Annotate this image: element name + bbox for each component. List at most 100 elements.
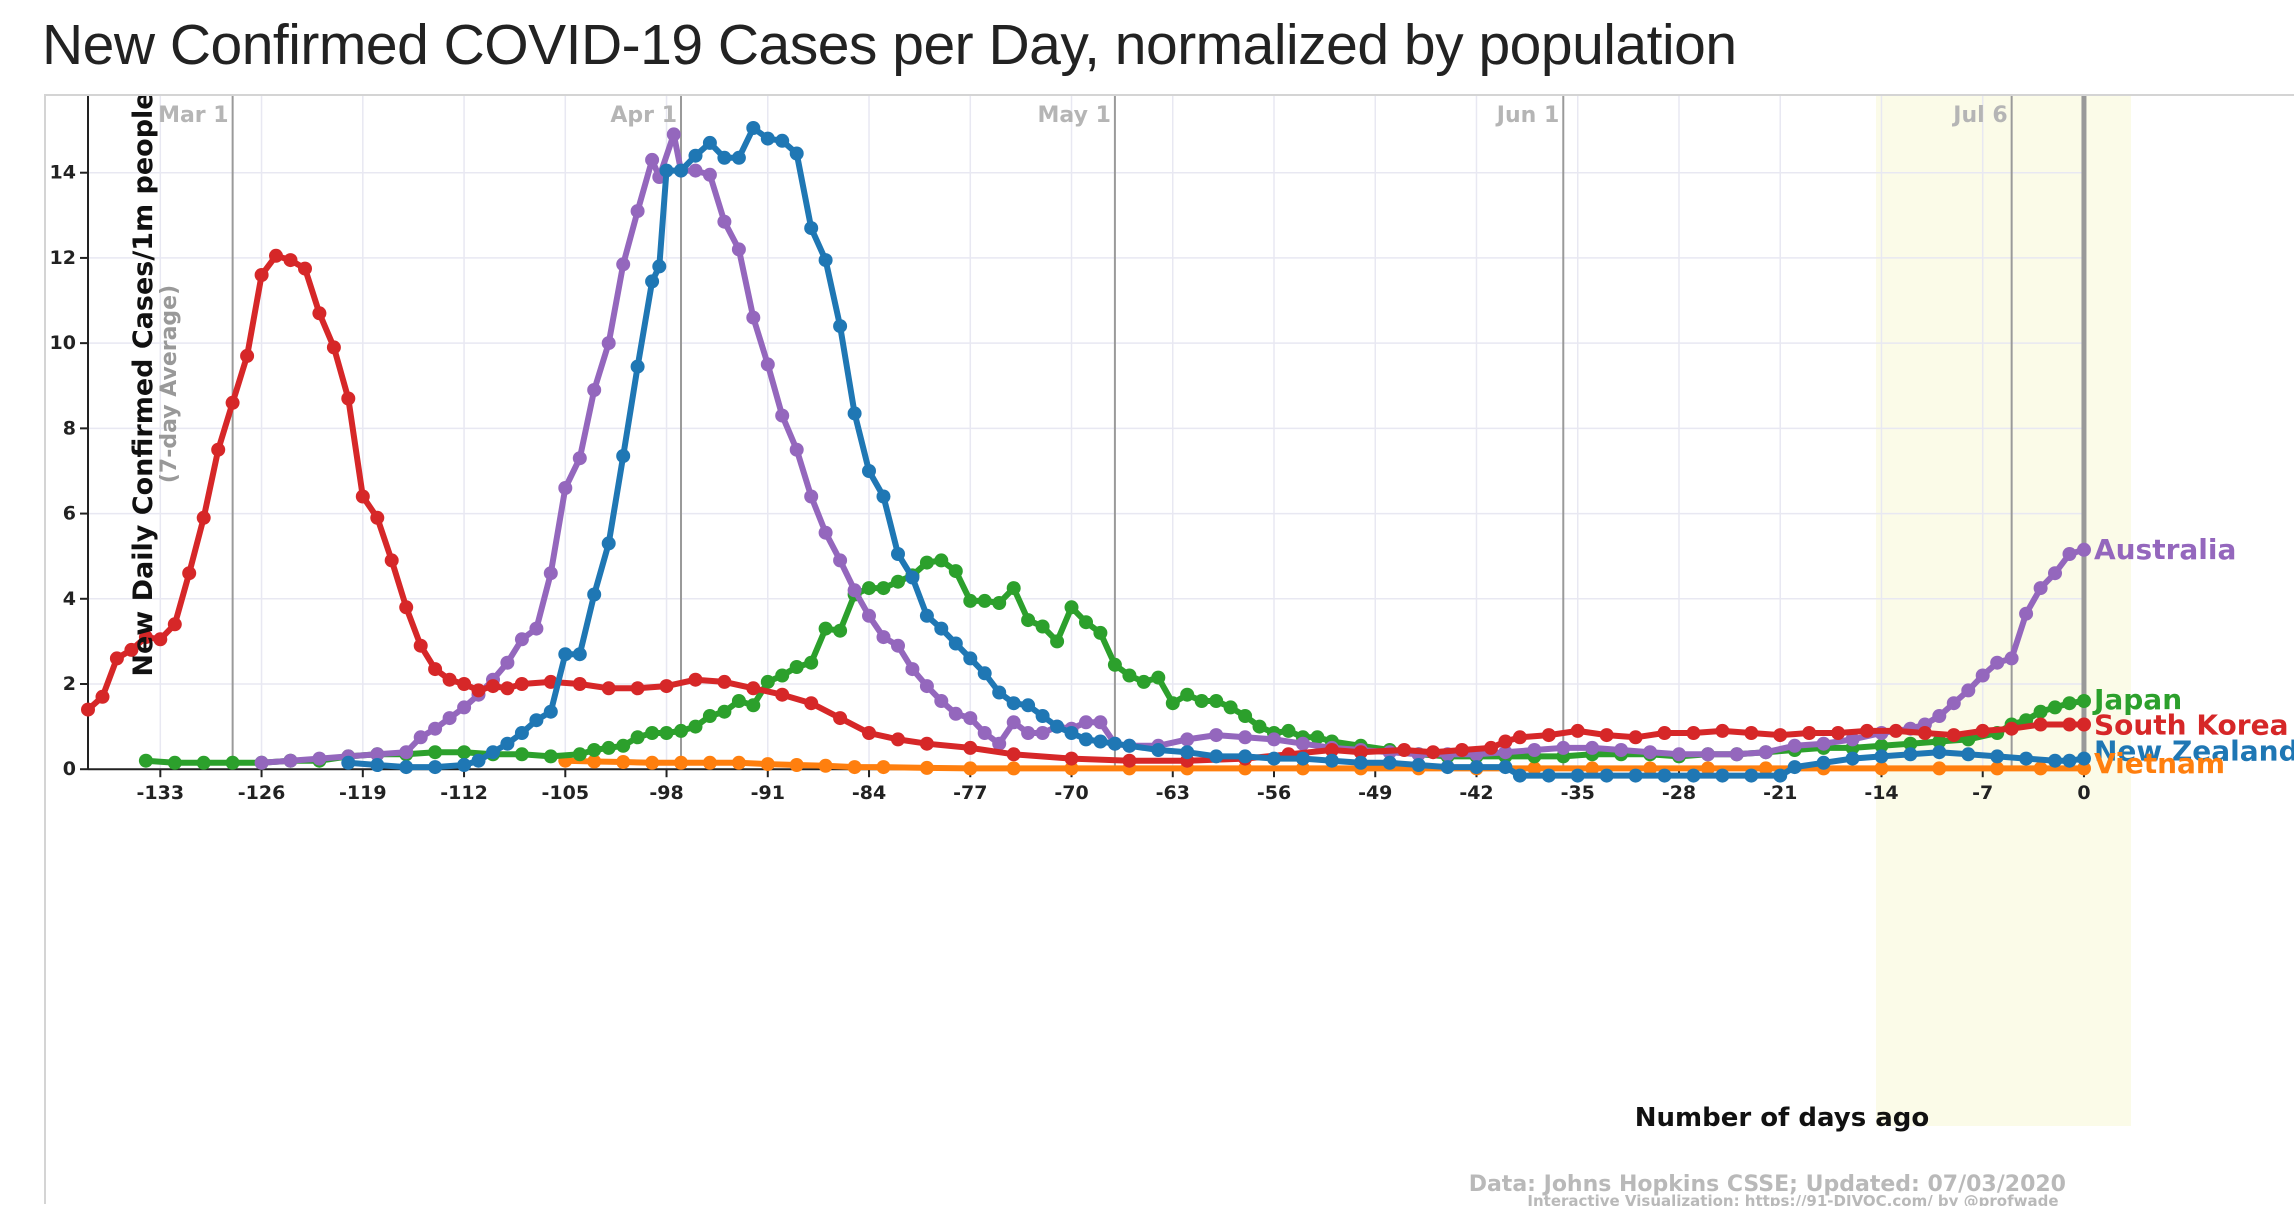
australia-point — [891, 638, 905, 653]
south-korea-point — [572, 677, 587, 691]
vietnam-point — [1700, 761, 1715, 776]
month-label: Jul 6 — [1951, 103, 2007, 128]
south-korea-point — [1397, 743, 1412, 757]
new-zealand-point — [1599, 768, 1614, 783]
new-zealand-point — [746, 121, 761, 135]
new-zealand-point — [1122, 738, 1137, 753]
south-korea-point — [1860, 723, 1874, 738]
new-zealand-point — [1411, 758, 1426, 772]
australia-point — [2033, 581, 2048, 596]
australia-point — [948, 706, 963, 721]
japan-point — [1079, 615, 1093, 630]
australia-point — [558, 481, 573, 495]
y-tick-label: 10 — [50, 332, 76, 354]
south-korea-point — [1455, 743, 1469, 757]
chart-frame: Mar 1 Apr 1 May 1 Jun 1 Jul 6 -133 -126 -119 -1… — [44, 94, 2294, 1206]
new-zealand-point — [1961, 747, 1976, 762]
australia-point — [1758, 745, 1773, 760]
month-label: Mar 1 — [158, 103, 229, 128]
x-tick-label: -105 — [542, 782, 590, 804]
vietnam-point — [1990, 761, 2005, 776]
new-zealand-point — [963, 651, 978, 666]
new-zealand-point — [341, 755, 356, 770]
south-korea-point — [1353, 745, 1368, 760]
x-tick-label: -35 — [1561, 782, 1595, 804]
new-zealand-point — [2062, 753, 2077, 768]
new-zealand-point — [1570, 768, 1585, 783]
y-axis-label: New Daily Confirmed Cases/1m people — [128, 96, 159, 677]
australia-point — [934, 694, 949, 708]
japan-point — [1874, 738, 1889, 753]
south-korea-point — [1122, 753, 1137, 768]
australia-point — [1672, 747, 1686, 762]
x-tick-label: -42 — [1459, 782, 1493, 804]
vietnam-point — [1758, 761, 1773, 776]
south-korea-point — [2077, 717, 2091, 732]
new-zealand-point — [804, 221, 819, 236]
new-zealand-point — [1990, 749, 2005, 764]
south-korea-point — [283, 253, 298, 268]
new-zealand-point — [1715, 768, 1730, 783]
japan-point — [1136, 674, 1151, 689]
south-korea-point — [167, 617, 182, 632]
australia-point — [1006, 715, 1021, 730]
south-korea-point — [1324, 743, 1339, 757]
new-zealand-point — [1744, 768, 1759, 783]
south-korea-point — [2062, 717, 2077, 732]
south-korea-point — [1946, 728, 1961, 743]
japan-point — [1093, 625, 1108, 640]
vietnam-point — [2033, 761, 2048, 776]
new-zealand-point — [760, 131, 775, 146]
new-zealand-line — [345, 125, 2087, 779]
south-korea-point — [862, 726, 876, 740]
south-korea-point — [486, 679, 500, 694]
australia-point — [399, 745, 414, 760]
australia-point — [2062, 547, 2077, 561]
south-korea-point — [1006, 747, 1021, 762]
new-zealand-point — [616, 449, 631, 463]
new-zealand-point — [1541, 768, 1556, 783]
y-axis-sublabel: (7-day Average) — [157, 285, 182, 483]
australia-point — [702, 167, 717, 182]
australia-point — [1585, 740, 1600, 755]
japan-point — [862, 581, 876, 596]
japan-point — [514, 747, 529, 762]
south-korea-label: South Korea — [2094, 708, 2289, 741]
new-zealand-point — [1686, 768, 1701, 783]
australia-point — [1946, 696, 1961, 711]
south-korea-point — [326, 340, 341, 355]
y-tick-label: 0 — [63, 758, 76, 780]
japan-point — [919, 555, 934, 570]
south-korea-point — [1657, 726, 1672, 740]
japan-point — [659, 726, 674, 740]
south-korea-point — [514, 677, 529, 691]
south-korea-point — [138, 630, 153, 645]
japan-point — [731, 694, 746, 708]
south-korea-point — [1686, 726, 1701, 740]
australia-point — [457, 700, 472, 715]
south-korea-point — [2033, 717, 2048, 732]
new-zealand-point — [558, 647, 573, 662]
south-korea-point — [399, 600, 414, 615]
australia-point — [283, 753, 298, 768]
recent-week-highlight — [1876, 96, 2131, 1126]
japan-label: Japan — [2092, 683, 2182, 716]
new-zealand-point — [1151, 743, 1166, 757]
new-zealand-point — [2048, 753, 2062, 768]
australia-point — [1556, 740, 1571, 755]
south-korea-point — [746, 681, 761, 696]
australia-point — [862, 608, 876, 623]
south-korea-point — [370, 510, 385, 525]
new-zealand-point — [1050, 719, 1065, 734]
x-tick-label: -7 — [1972, 782, 1993, 804]
japan-point — [1107, 657, 1122, 672]
new-zealand-point — [847, 406, 862, 421]
japan-point — [1281, 723, 1296, 738]
data-source: Data: Johns Hopkins CSSE; Updated: 07/03… — [1469, 1172, 2066, 1197]
south-korea-point — [81, 702, 95, 717]
y-tick-label: 2 — [63, 673, 76, 695]
south-korea-point — [1512, 730, 1527, 745]
south-korea-point — [442, 672, 457, 687]
australia-point — [616, 257, 631, 272]
new-zealand-point — [992, 685, 1007, 700]
